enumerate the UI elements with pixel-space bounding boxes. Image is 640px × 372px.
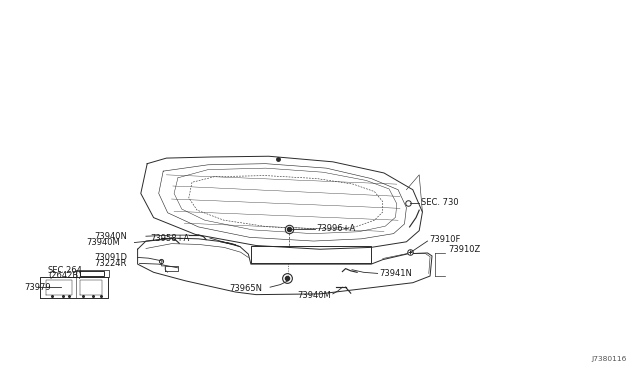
Text: 73940M: 73940M	[86, 238, 120, 247]
Text: 73996+A: 73996+A	[316, 224, 355, 233]
Text: 73940M: 73940M	[298, 291, 332, 300]
Text: J7380116: J7380116	[592, 356, 627, 362]
Text: 73965N: 73965N	[229, 284, 262, 293]
Text: 73910F: 73910F	[429, 235, 460, 244]
Text: 73979: 73979	[24, 283, 51, 292]
Text: 73091D: 73091D	[95, 253, 128, 262]
Text: SEC. 730: SEC. 730	[421, 198, 459, 207]
Text: 73910Z: 73910Z	[448, 245, 480, 254]
Text: 73940N: 73940N	[95, 232, 127, 241]
Text: SEC.264: SEC.264	[48, 266, 83, 275]
Text: 73224R: 73224R	[95, 259, 127, 268]
Text: (2642B): (2642B)	[48, 271, 81, 280]
Text: 73941N: 73941N	[379, 269, 412, 278]
Text: 73958+A: 73958+A	[150, 234, 189, 243]
